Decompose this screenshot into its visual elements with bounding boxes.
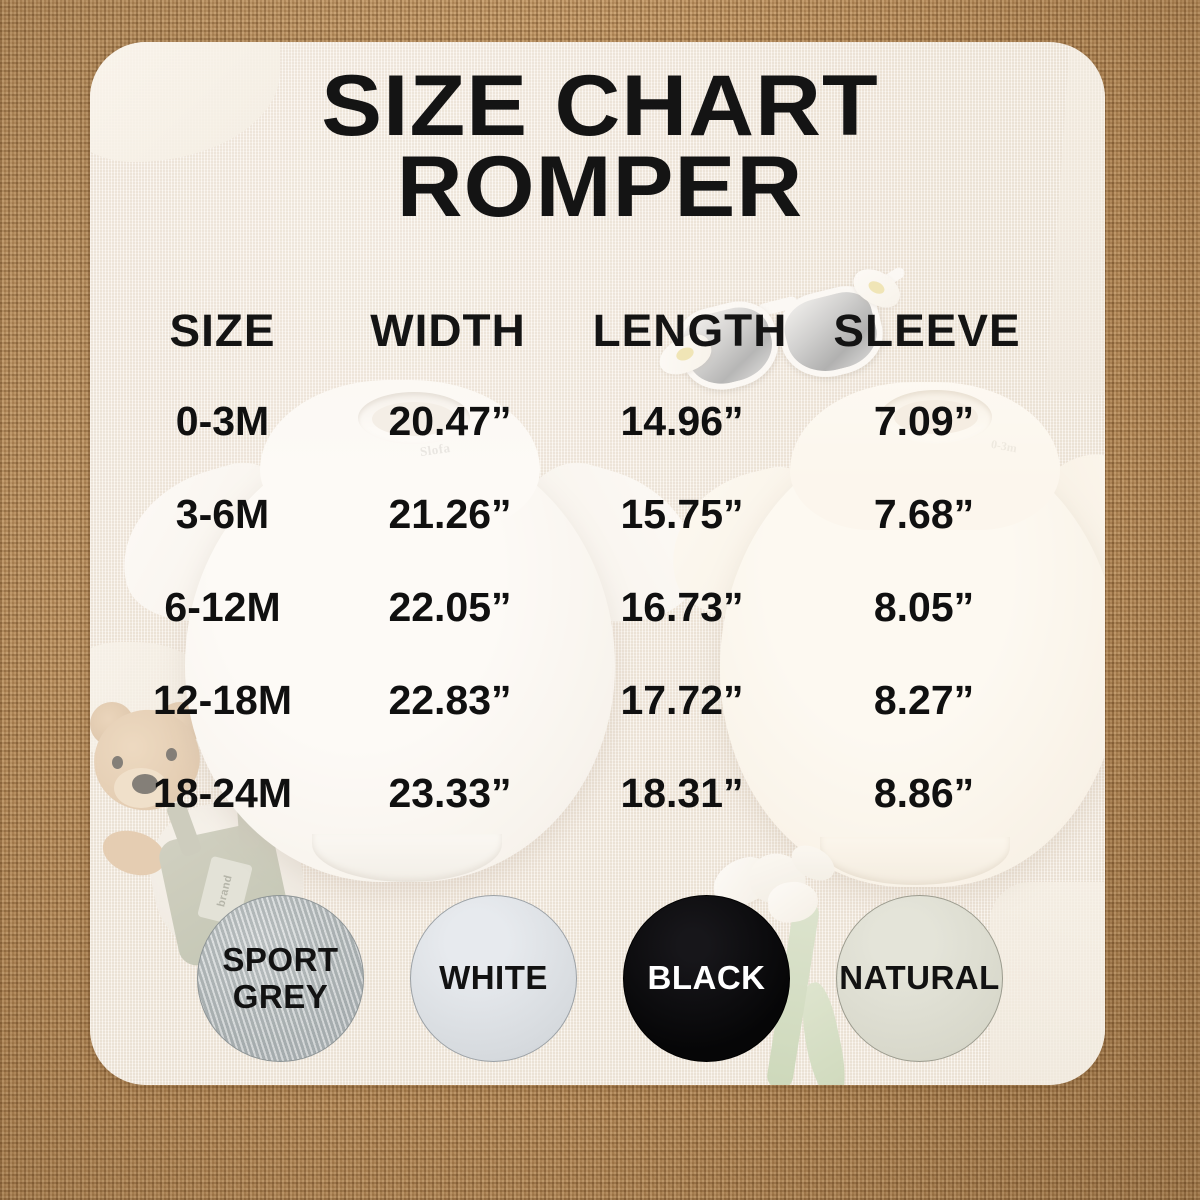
column-header-length: LENGTH (592, 305, 788, 356)
cell-sleeve: 8.86” (873, 770, 975, 816)
swatch-label: NATURAL (839, 959, 1000, 997)
color-swatch-white[interactable]: WHITE (410, 895, 577, 1062)
color-swatch-natural[interactable]: NATURAL (836, 895, 1003, 1062)
cream-romper-neck-opening (894, 400, 978, 434)
column-header-size: SIZE (169, 305, 276, 356)
table-row: 6-12M 22.05” 16.73” 8.05” (0, 584, 1200, 677)
cell-sleeve: 8.05” (873, 584, 975, 630)
cell-length: 14.96” (620, 398, 744, 444)
title-line-2: ROMPER (396, 138, 804, 235)
column-header-width: WIDTH (370, 305, 526, 356)
column-header-sleeve: SLEEVE (833, 305, 1021, 356)
cell-size: 3-6M (175, 491, 270, 537)
teddy-bear-eye-left (112, 756, 123, 769)
swatch-label: SPORT GREY (222, 940, 339, 1016)
teddy-bear-eye-right (166, 748, 177, 761)
cell-size: 18-24M (152, 770, 292, 816)
cell-length: 16.73” (620, 584, 744, 630)
cell-width: 20.47” (388, 398, 512, 444)
cell-size: 0-3M (175, 398, 270, 444)
cell-width: 22.83” (388, 677, 512, 723)
table-body: 0-3M 20.47” 14.96” 7.09” 3-6M 21.26” 15.… (0, 398, 1200, 863)
color-swatch-black[interactable]: BLACK (623, 895, 790, 1062)
swatch-label: WHITE (439, 959, 548, 997)
cell-length: 15.75” (620, 491, 744, 537)
cell-sleeve: 7.09” (873, 398, 975, 444)
cell-sleeve: 7.68” (873, 491, 975, 537)
page-title: SIZE CHART ROMPER (0, 63, 1200, 235)
cell-width: 22.05” (388, 584, 512, 630)
table-row: 18-24M 23.33” 18.31” 8.86” (0, 770, 1200, 863)
cell-width: 23.33” (388, 770, 512, 816)
table-row: 3-6M 21.26” 15.75” 7.68” (0, 491, 1200, 584)
cloth-prop-right (990, 882, 1105, 1085)
cell-size: 12-18M (152, 677, 292, 723)
cell-length: 18.31” (620, 770, 744, 816)
cell-length: 17.72” (620, 677, 744, 723)
color-swatch-row: SPORT GREY WHITE BLACK NATURAL (0, 895, 1200, 1062)
title-line-1: SIZE CHART (321, 58, 879, 154)
swatch-label: BLACK (647, 959, 766, 997)
cell-width: 21.26” (388, 491, 512, 537)
table-header-row: SIZE WIDTH LENGTH SLEEVE (0, 305, 1200, 357)
cell-sleeve: 8.27” (873, 677, 975, 723)
swatch-label-line-2: GREY (232, 977, 329, 1015)
white-romper-neck-opening (372, 402, 456, 436)
cell-size: 6-12M (164, 584, 281, 630)
teddy-bear-nose (132, 774, 158, 794)
table-row: 0-3M 20.47” 14.96” 7.09” (0, 398, 1200, 491)
color-swatch-sport-grey[interactable]: SPORT GREY (197, 895, 364, 1062)
table-row: 12-18M 22.83” 17.72” 8.27” (0, 677, 1200, 770)
swatch-label-line-1: SPORT (222, 940, 339, 978)
